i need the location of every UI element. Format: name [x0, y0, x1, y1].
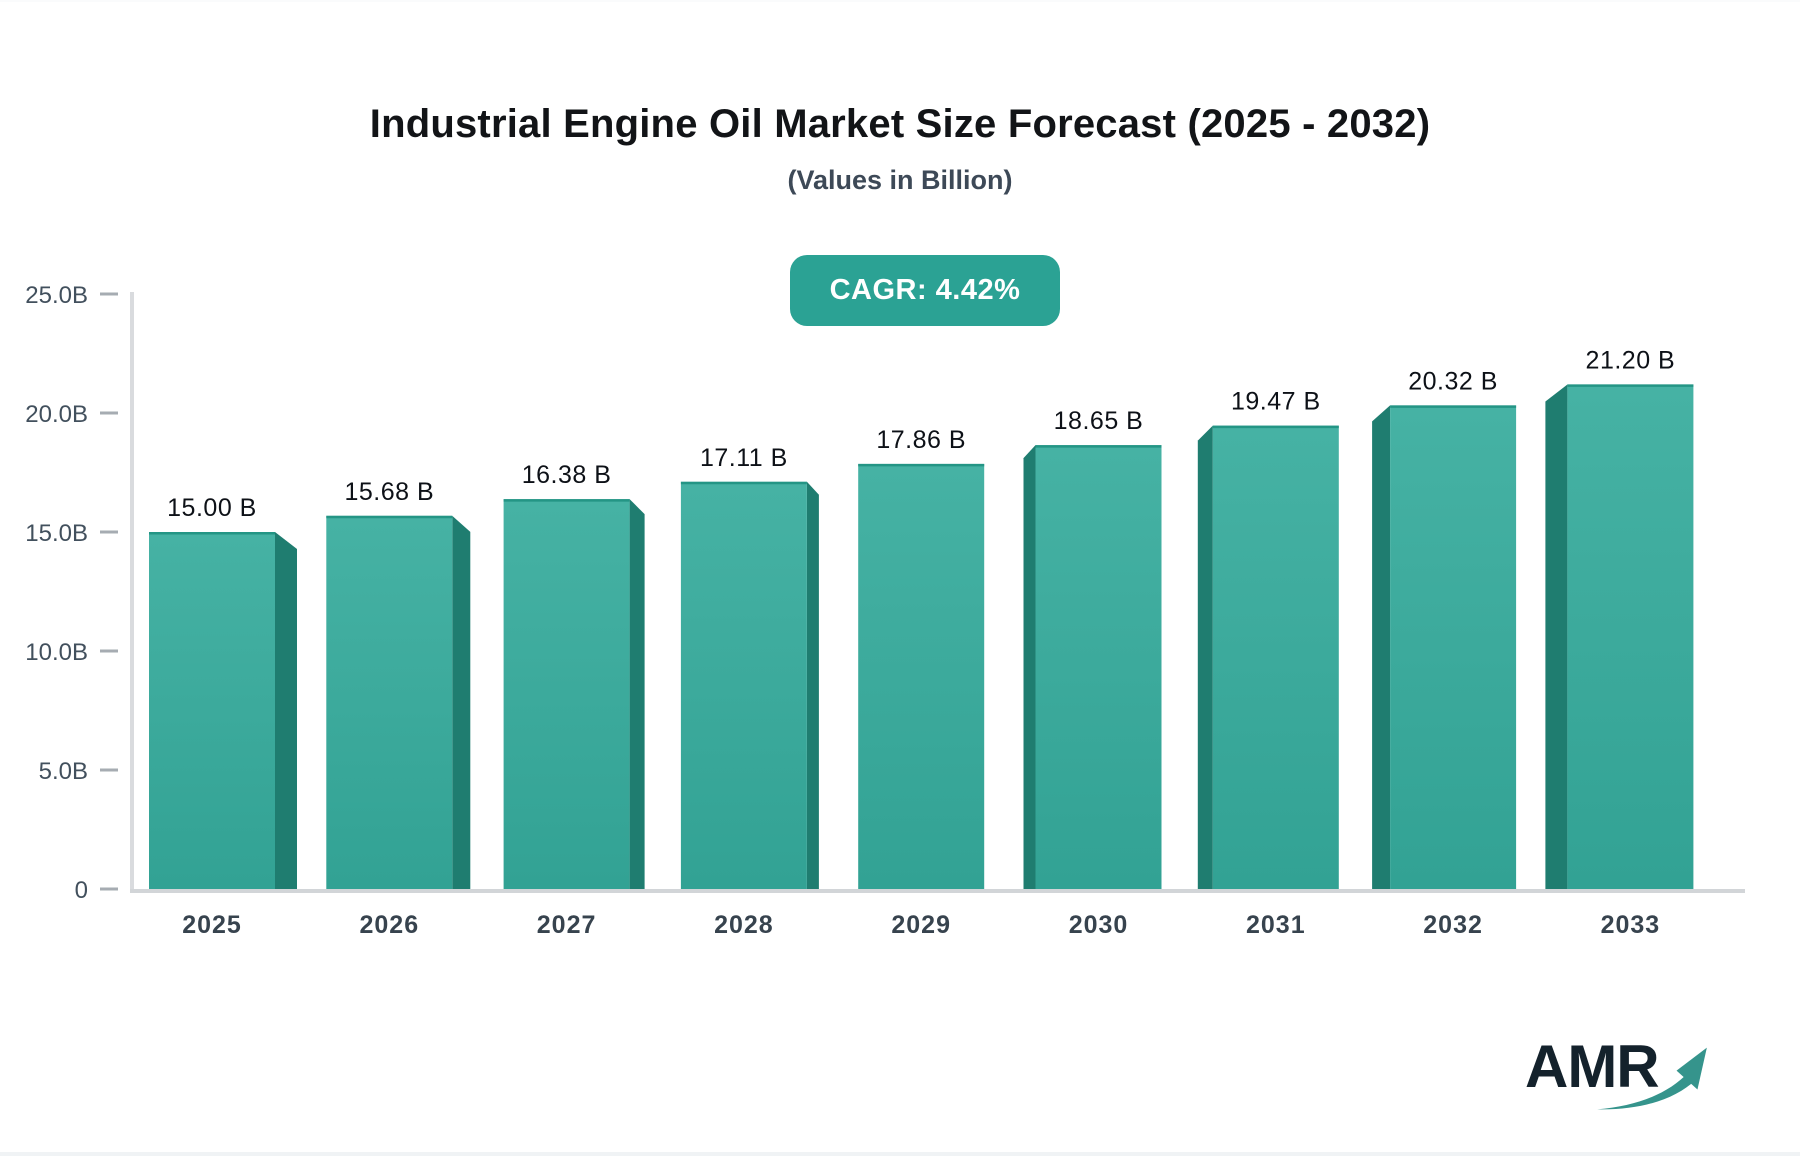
growth-arrow-icon	[1597, 1047, 1707, 1110]
bar-2025	[149, 532, 275, 889]
x-category-label-2027: 2027	[537, 911, 597, 939]
x-category-label-2026: 2026	[359, 911, 419, 939]
bar-value-label-2030: 18.65 B	[1054, 407, 1144, 435]
bar-value-label-2031: 19.47 B	[1231, 388, 1321, 416]
bar-side-2030	[1023, 445, 1036, 889]
y-tick-label-10.0B: 10.0B	[25, 639, 88, 666]
bar-2027	[503, 499, 630, 889]
amr-logo-text: AMR	[1525, 1033, 1660, 1100]
bar-2033	[1567, 384, 1694, 889]
x-category-label-2032: 2032	[1423, 911, 1483, 939]
bar-value-label-2027: 16.38 B	[522, 461, 612, 489]
y-tick-label-25.0B: 25.0B	[25, 282, 88, 309]
chart-subtitle: (Values in Billion)	[787, 165, 1013, 195]
bar-side-2027	[629, 499, 645, 889]
bar-2028	[680, 481, 807, 889]
bar-side-2026	[452, 515, 471, 889]
y-tick-label-5.0B: 5.0B	[39, 758, 88, 785]
bar-side-2032	[1372, 405, 1391, 889]
chart-title: Industrial Engine Oil Market Size Foreca…	[369, 102, 1431, 146]
bar-side-2028	[806, 481, 819, 889]
y-tick-label-0: 0	[75, 877, 88, 904]
cagr-badge-label: CAGR: 4.42%	[829, 274, 1021, 306]
y-tick-label-20.0B: 20.0B	[25, 401, 88, 428]
bar-value-label-2028: 17.11 B	[700, 444, 788, 472]
bar-value-label-2025: 15.00 B	[167, 494, 257, 522]
bar-value-label-2029: 17.86 B	[876, 426, 966, 454]
x-category-label-2025: 2025	[182, 911, 242, 939]
bar-side-2031	[1197, 425, 1213, 889]
amr-logo: AMR	[1525, 1032, 1745, 1122]
bar-value-label-2033: 21.20 B	[1586, 346, 1676, 374]
bar-2031	[1212, 425, 1339, 889]
bar-2030	[1035, 445, 1162, 889]
x-category-label-2031: 2031	[1246, 911, 1306, 939]
bar-value-label-2032: 20.32 B	[1408, 367, 1498, 395]
bar-2029	[858, 463, 985, 889]
cagr-badge: CAGR: 4.42%	[790, 255, 1060, 326]
x-category-label-2029: 2029	[891, 911, 951, 939]
x-category-label-2033: 2033	[1601, 911, 1661, 939]
x-category-label-2028: 2028	[714, 911, 774, 939]
bar-2026	[326, 515, 453, 889]
bar-value-label-2026: 15.68 B	[344, 478, 434, 506]
bar-2032	[1390, 405, 1517, 889]
x-category-label-2030: 2030	[1069, 911, 1129, 939]
bar-side-2025	[275, 532, 297, 889]
bar-side-2033	[1545, 384, 1568, 889]
y-tick-label-15.0B: 15.0B	[25, 520, 88, 547]
